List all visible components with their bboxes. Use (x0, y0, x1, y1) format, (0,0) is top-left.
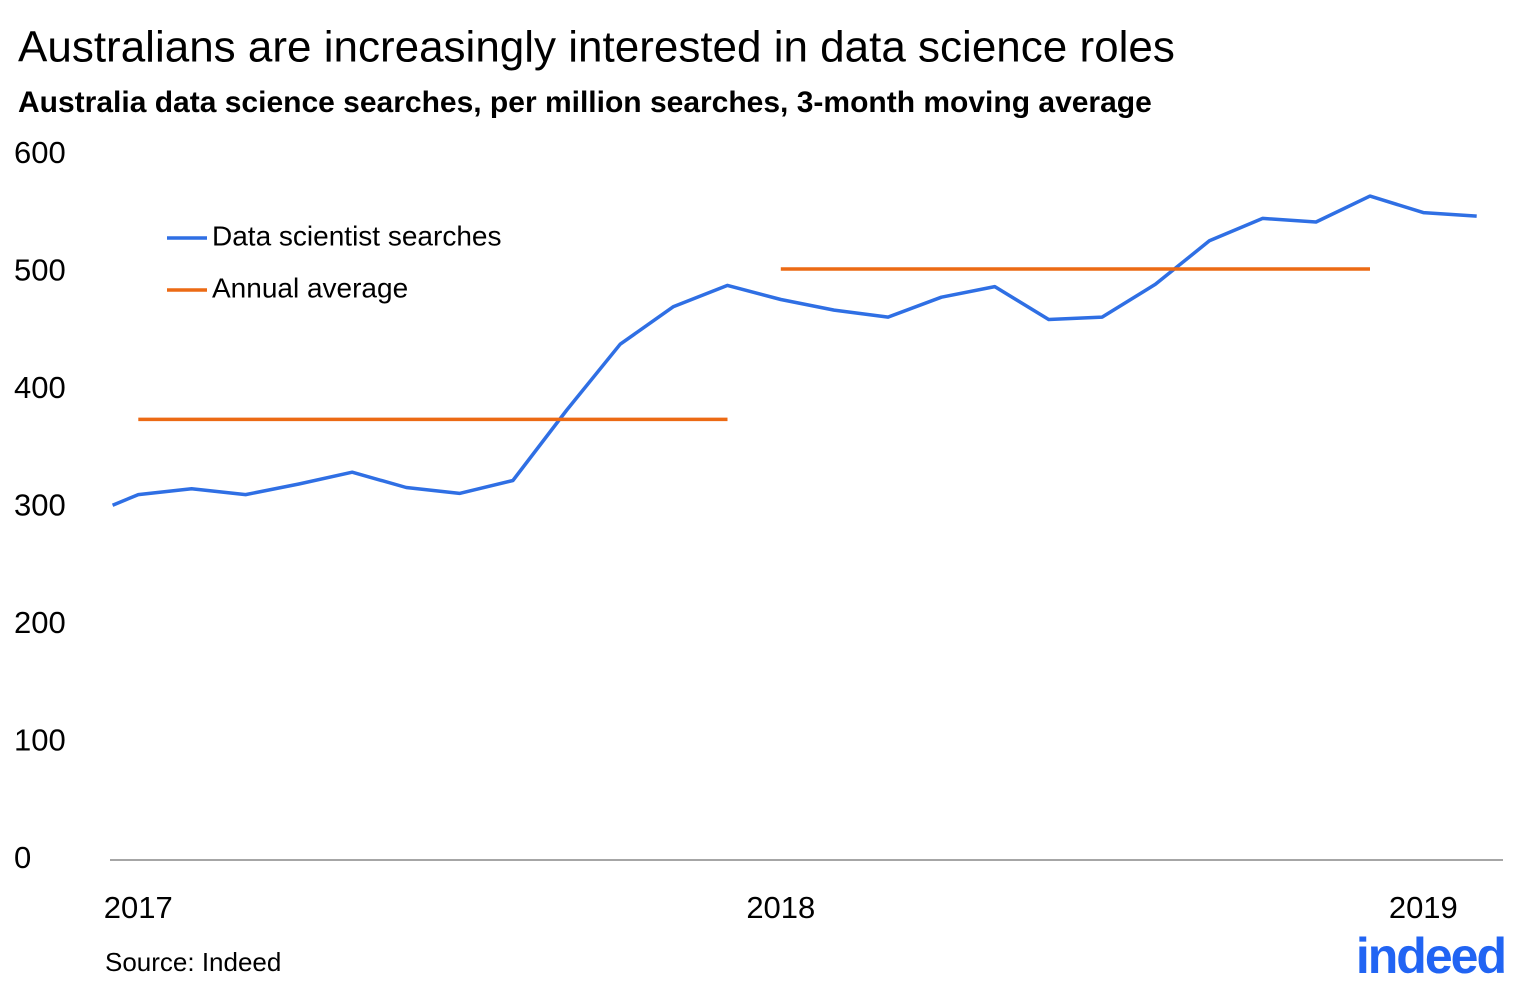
y-tick-label: 200 (14, 605, 66, 640)
y-tick-label: 600 (14, 135, 66, 170)
logo: indeed (1356, 928, 1505, 984)
y-tick-label: 0 (14, 840, 31, 875)
y-tick-label: 400 (14, 370, 66, 405)
legend-label: Annual average (212, 272, 408, 303)
legend-label: Data scientist searches (212, 220, 501, 251)
chart-title: Australians are increasingly interested … (18, 23, 1175, 72)
chart-subtitle: Australia data science searches, per mil… (18, 86, 1152, 119)
data-line (111, 194, 1477, 507)
source: Source: Indeed (105, 947, 281, 977)
data-line (138, 267, 1370, 422)
y-tick-label: 100 (14, 723, 66, 758)
x-tick-label: 2017 (104, 890, 173, 925)
x-tick-label: 2018 (746, 890, 815, 925)
y-tick-label: 300 (14, 488, 66, 523)
y-tick-label: 500 (14, 253, 66, 288)
x-tick-label: 2019 (1389, 890, 1458, 925)
